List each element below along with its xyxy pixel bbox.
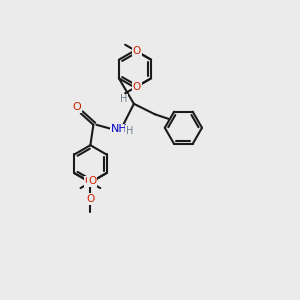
Text: H: H: [126, 126, 133, 136]
Text: O: O: [88, 176, 96, 186]
Text: O: O: [73, 102, 82, 112]
Text: H: H: [120, 94, 127, 104]
Text: NH: NH: [110, 124, 127, 134]
Text: O: O: [84, 176, 93, 186]
Text: O: O: [86, 194, 94, 204]
Text: O: O: [133, 82, 141, 92]
Text: O: O: [133, 46, 141, 56]
